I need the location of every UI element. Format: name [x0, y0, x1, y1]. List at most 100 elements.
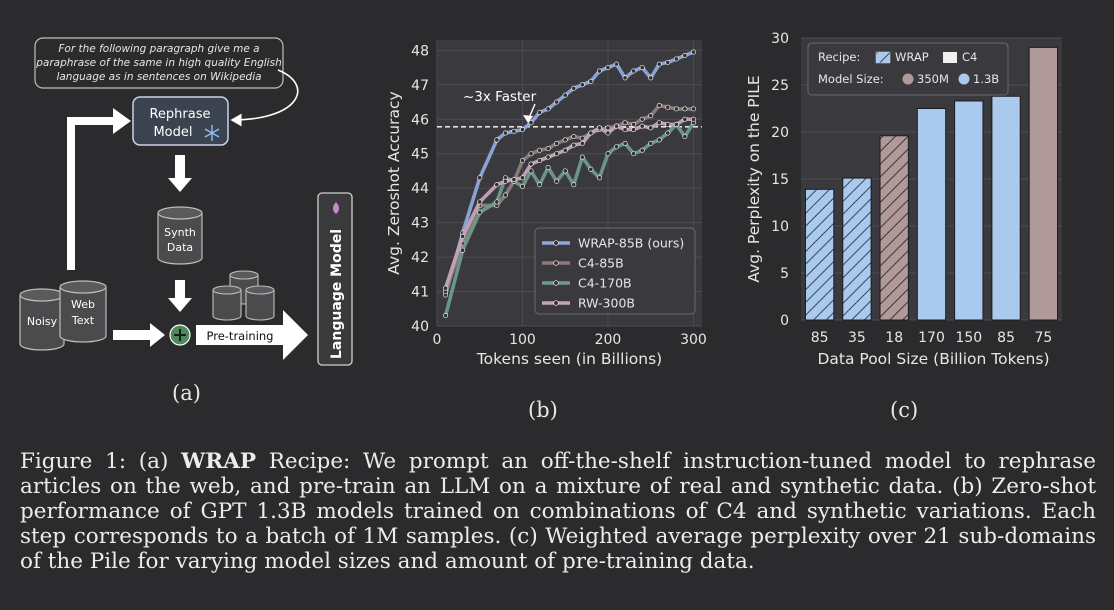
data-point: [494, 137, 500, 143]
legend-350m-swatch: [902, 73, 914, 85]
panel-a-diagram: For the following paragraph give me a pa…: [19, 37, 353, 366]
y-tick-label: 47: [411, 78, 429, 94]
web-text-cylinder: [59, 280, 107, 343]
data-point: [460, 247, 466, 253]
data-point: [477, 175, 483, 181]
data-point: [588, 166, 594, 172]
data-point: [690, 116, 696, 122]
prompt-box: [34, 37, 284, 89]
data-point: [554, 151, 560, 157]
data-point: [571, 142, 577, 148]
legend-350m-label: 350M: [917, 72, 949, 86]
noisy-cylinder: [19, 288, 65, 351]
data-point: [605, 125, 611, 131]
data-point: [443, 313, 449, 319]
data-point: [519, 183, 525, 189]
data-point: [648, 125, 654, 131]
language-model-box: [317, 192, 353, 366]
data-point: [631, 127, 637, 133]
data-point: [579, 82, 585, 88]
data-point: [648, 140, 654, 146]
data-point: [571, 85, 577, 91]
zeroshot-accuracy-chart: 40 41 42 43 44 45 46 47 48 0 100 200 300 Tokens seen …: [385, 40, 707, 368]
data-point: [656, 137, 662, 143]
legend-entry: C4-85B: [578, 256, 624, 271]
data-point: [682, 53, 688, 59]
x-tick-label: 100: [509, 332, 536, 348]
data-point: [596, 125, 602, 131]
data-point: [477, 199, 483, 205]
snowflake-icon: [204, 125, 220, 141]
data-point: [622, 140, 628, 146]
figure-caption: Figure 1: (a) WRAP Recipe: We prompt an …: [20, 449, 1096, 574]
prompt-text-line3: language as in sentences on Wikipedia: [56, 71, 261, 83]
data-point: [639, 147, 645, 153]
legend-marker: [553, 280, 559, 286]
web-text-label-line1: Web: [71, 298, 95, 311]
data-point: [528, 151, 534, 157]
caption-rest: Recipe: We prompt an off-the-shelf instr…: [20, 449, 1096, 574]
x-tick-label: 85: [811, 330, 829, 346]
panel-c-label: (c): [890, 398, 919, 422]
data-point: [690, 106, 696, 112]
data-point: [673, 56, 679, 62]
legend-wrap-label: WRAP: [895, 50, 929, 64]
legend-box-b: [534, 227, 696, 315]
data-point: [673, 121, 679, 127]
data-point: [682, 116, 688, 122]
bar: [804, 188, 835, 321]
y-tick-label: 45: [411, 147, 429, 163]
x-tick-label: 75: [1034, 330, 1052, 346]
synth-to-mix-arrow: [168, 280, 192, 312]
data-point: [545, 154, 551, 160]
data-point: [596, 68, 602, 74]
data-point: [656, 61, 662, 67]
data-point: [648, 113, 654, 119]
synth-data-label-line2: Data: [167, 241, 193, 254]
legend-box-c: [807, 42, 1009, 96]
rephrase-model-label-line1: Rephrase: [149, 107, 210, 122]
data-point: [502, 178, 508, 184]
legend-c4-label: C4: [962, 50, 977, 64]
data-point: [605, 130, 611, 136]
x-axis-label: Tokens seen (in Billions): [476, 350, 662, 368]
y-axis-label: Avg. Zeroshot Accuracy: [385, 91, 403, 274]
caption-bold: WRAP: [181, 449, 256, 474]
synth-data-label-line1: Synth: [164, 226, 196, 239]
data-point: [665, 59, 671, 65]
data-point: [571, 133, 577, 139]
data-point: [562, 137, 568, 143]
y-tick-label: 30: [771, 31, 789, 47]
y-tick-label: 40: [411, 319, 429, 335]
data-point: [545, 106, 551, 112]
data-point: [443, 285, 449, 291]
data-point: [502, 130, 508, 136]
bar: [879, 135, 909, 321]
mixed-data-cylinders: [212, 270, 275, 321]
y-tick-label: 44: [411, 181, 429, 197]
x-tick-label: 170: [918, 330, 945, 346]
rephrase-model-label-line2: Model: [153, 125, 192, 140]
data-point: [682, 106, 688, 112]
data-point: [519, 158, 525, 164]
x-tick-label: 150: [955, 330, 982, 346]
data-point: [571, 182, 577, 188]
bar: [991, 95, 1021, 321]
legend-marker: [553, 260, 559, 266]
x-tick-label: 85: [997, 330, 1015, 346]
faster-arrow-line: [528, 103, 536, 119]
y-tick-label: 42: [411, 250, 429, 266]
legend-c4-swatch: [943, 52, 957, 63]
data-point: [511, 128, 517, 134]
data-point: [656, 102, 662, 108]
data-point: [519, 175, 525, 181]
data-point: [665, 104, 671, 110]
bar: [842, 177, 872, 321]
data-point: [639, 116, 645, 122]
x-tick-label: 35: [848, 330, 866, 346]
data-point: [579, 154, 585, 160]
data-point: [622, 120, 628, 126]
data-point: [460, 233, 466, 239]
pretraining-arrow: [196, 310, 308, 360]
prompt-text-line2: paraphrase of the same in high quality E…: [35, 57, 281, 69]
